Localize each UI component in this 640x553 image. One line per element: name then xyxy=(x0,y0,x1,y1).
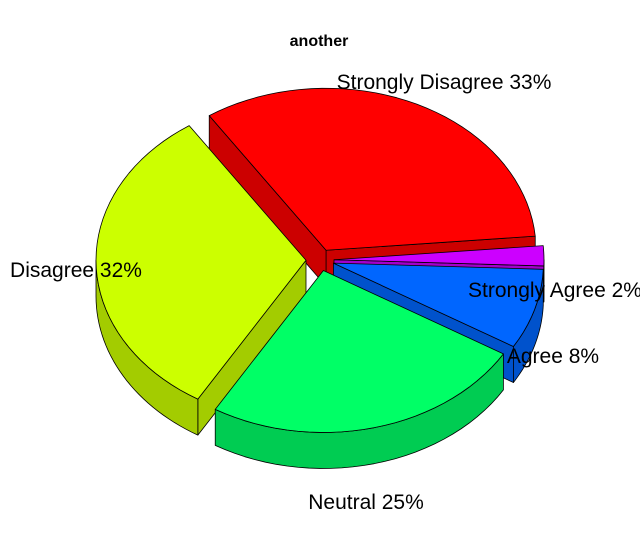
slice-label-strongly-disagree: Strongly Disagree 33% xyxy=(337,71,552,94)
slice-label-agree: Agree 8% xyxy=(507,345,599,368)
slice-label-neutral: Neutral 25% xyxy=(308,491,424,514)
slice-strongly-disagree xyxy=(208,87,536,251)
chart-title: another xyxy=(290,33,349,50)
slice-disagree xyxy=(95,125,307,400)
slice-agree xyxy=(333,262,544,347)
slice-strongly-agree xyxy=(333,245,545,267)
slice-neutral xyxy=(214,270,504,433)
slice-label-strongly-agree: Strongly Agree 2% xyxy=(468,279,640,302)
slice-label-disagree: Disagree 32% xyxy=(10,259,142,282)
